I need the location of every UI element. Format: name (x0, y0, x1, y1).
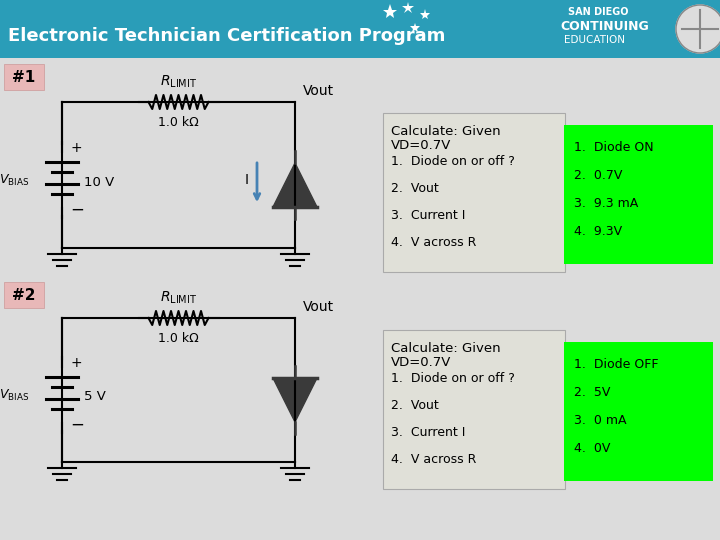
Text: 1.  Diode OFF: 1. Diode OFF (574, 358, 659, 371)
Text: EDUCATION: EDUCATION (564, 35, 625, 45)
FancyBboxPatch shape (564, 342, 713, 481)
Text: +: + (70, 356, 81, 370)
Text: 1.  Diode on or off ?: 1. Diode on or off ? (391, 155, 515, 168)
Text: 10 V: 10 V (84, 176, 114, 188)
Text: 1.0 kΩ: 1.0 kΩ (158, 332, 199, 345)
Text: I: I (245, 173, 249, 187)
Text: $V_\mathrm{BIAS}$: $V_\mathrm{BIAS}$ (0, 388, 29, 402)
Polygon shape (273, 163, 317, 207)
Text: $R_\mathrm{LIMIT}$: $R_\mathrm{LIMIT}$ (160, 74, 197, 90)
Text: VD=0.7V: VD=0.7V (391, 356, 451, 369)
FancyBboxPatch shape (4, 282, 44, 308)
Text: 5 V: 5 V (84, 390, 106, 403)
Text: 4.  V across R: 4. V across R (391, 453, 477, 466)
Text: −: − (70, 416, 84, 434)
Text: 1.  Diode on or off ?: 1. Diode on or off ? (391, 372, 515, 385)
Circle shape (676, 5, 720, 53)
Text: 4.  9.3V: 4. 9.3V (574, 225, 622, 238)
Text: Vout: Vout (303, 300, 334, 314)
FancyBboxPatch shape (383, 330, 565, 489)
Text: 4.  0V: 4. 0V (574, 442, 611, 455)
Text: 3.  0 mA: 3. 0 mA (574, 414, 626, 427)
Text: #1: #1 (12, 70, 35, 84)
Text: #2: #2 (12, 287, 36, 302)
FancyBboxPatch shape (383, 113, 565, 272)
Text: Electronic Technician Certification Program: Electronic Technician Certification Prog… (8, 27, 446, 45)
Text: 2.  Vout: 2. Vout (391, 399, 438, 412)
Text: 1.  Diode ON: 1. Diode ON (574, 141, 654, 154)
Text: 3.  Current I: 3. Current I (391, 426, 465, 439)
Text: $V_\mathrm{BIAS}$: $V_\mathrm{BIAS}$ (0, 172, 29, 187)
Text: 2.  Vout: 2. Vout (391, 182, 438, 195)
Text: +: + (70, 141, 81, 155)
Text: Calculate: Given: Calculate: Given (391, 125, 500, 138)
FancyBboxPatch shape (4, 64, 44, 90)
FancyBboxPatch shape (0, 0, 720, 58)
Polygon shape (273, 378, 317, 422)
Text: Calculate: Given: Calculate: Given (391, 342, 500, 355)
Text: $R_\mathrm{LIMIT}$: $R_\mathrm{LIMIT}$ (160, 290, 197, 306)
Text: SAN DIEGO: SAN DIEGO (568, 7, 629, 17)
FancyBboxPatch shape (564, 125, 713, 264)
Text: 2.  5V: 2. 5V (574, 386, 611, 399)
Text: 2.  0.7V: 2. 0.7V (574, 169, 622, 182)
Text: 3.  Current I: 3. Current I (391, 209, 465, 222)
Text: 1.0 kΩ: 1.0 kΩ (158, 116, 199, 129)
Text: Vout: Vout (303, 84, 334, 98)
Text: VD=0.7V: VD=0.7V (391, 139, 451, 152)
Text: −: − (70, 201, 84, 219)
Text: CONTINUING: CONTINUING (560, 19, 649, 32)
Text: 3.  9.3 mA: 3. 9.3 mA (574, 197, 638, 210)
Text: 4.  V across R: 4. V across R (391, 236, 477, 249)
